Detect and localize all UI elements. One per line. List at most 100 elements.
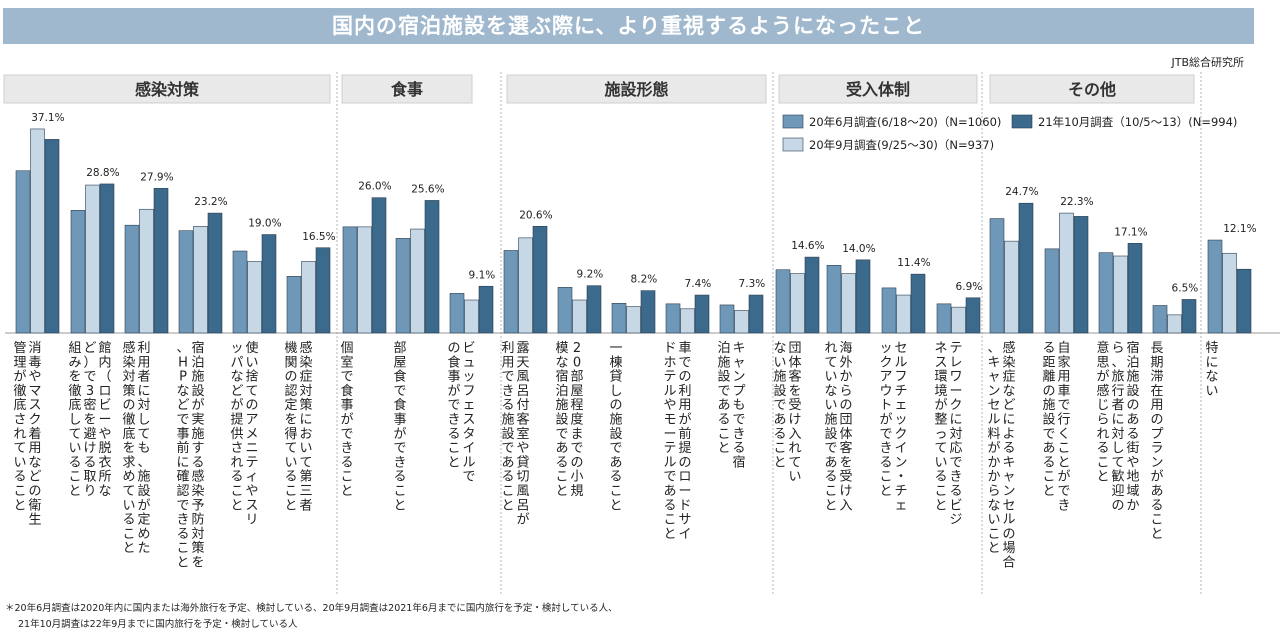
data-label: 19.0% — [248, 218, 281, 230]
bar — [775, 269, 791, 334]
data-label: 17.1% — [1114, 226, 1147, 238]
bar — [611, 302, 627, 334]
bar — [1207, 239, 1223, 334]
bar — [30, 128, 45, 334]
bar — [557, 287, 573, 334]
bar — [178, 230, 194, 334]
category-label: 自家用車で行くことができる距離の施設であること — [1042, 341, 1070, 513]
data-label: 6.5% — [1172, 282, 1199, 294]
bar — [1152, 305, 1168, 334]
data-label: 6.9% — [956, 281, 983, 293]
bar — [207, 212, 223, 334]
group-header-label: 感染対策 — [135, 80, 200, 99]
group-header — [989, 74, 1195, 104]
data-label: 16.5% — [302, 231, 335, 243]
bar — [503, 250, 519, 334]
bar — [1004, 240, 1019, 334]
data-label: 23.2% — [194, 196, 227, 208]
data-label: 26.0% — [358, 181, 391, 193]
bar — [719, 304, 735, 334]
group-header — [506, 74, 767, 104]
data-label: 9.2% — [577, 269, 604, 281]
bar — [855, 259, 871, 334]
bar — [1073, 216, 1089, 334]
category-label: 一棟貸しの施設であること — [609, 341, 622, 513]
legend-label: 21年10月調査（10/5〜13）(N=994) — [1038, 115, 1237, 129]
bar — [626, 306, 641, 334]
bar — [1113, 255, 1128, 334]
category-label: セルフチェックイン・チェックアウトができること — [879, 341, 907, 513]
data-label: 37.1% — [31, 112, 64, 124]
bar — [989, 218, 1005, 334]
data-label: 22.3% — [1060, 196, 1093, 208]
bar — [124, 224, 140, 334]
bar — [1127, 243, 1143, 334]
chart-title: 国内の宿泊施設を選ぶ際に、より重視するようになったこと — [332, 14, 925, 38]
bar — [478, 285, 494, 334]
group-header-label: その他 — [1068, 80, 1116, 99]
bar — [1098, 252, 1114, 334]
group-header-label: 施設形態 — [604, 80, 668, 99]
category-label: ビュッフェスタイルでの食事ができること — [447, 341, 475, 485]
bar — [896, 294, 911, 334]
data-label: 20.6% — [519, 209, 552, 221]
bar — [1018, 202, 1034, 334]
bar — [139, 208, 154, 334]
bar — [1044, 248, 1060, 334]
group-header-label: 食事 — [390, 80, 423, 99]
bar — [665, 303, 681, 334]
bar — [15, 170, 31, 334]
legend-swatch — [782, 114, 804, 129]
footnote-line-2: 21年10月調査は22年9月までに国内旅行を予定・検討している人 — [18, 619, 298, 630]
bar — [826, 265, 842, 334]
legend-label: 20年6月調査(6/18〜20)（N=1060) — [809, 115, 1001, 129]
bar — [910, 273, 926, 334]
bar — [153, 188, 169, 334]
data-label: 14.6% — [791, 240, 824, 252]
data-label: 14.0% — [842, 243, 875, 255]
bar — [532, 226, 548, 334]
bar — [1059, 212, 1074, 334]
bar — [99, 183, 115, 334]
category-label: 館内（ロビーや脱衣所など）で 3 密を避ける取り組みを徹底していること — [68, 341, 111, 499]
legend-swatch — [1011, 114, 1033, 129]
category-label: 使い捨てのアメニティやスリッパなどが提供されること — [230, 340, 258, 528]
category-label: テレワークに対応できるビジネス環境が整っていること — [934, 341, 962, 528]
bar — [449, 293, 465, 334]
data-label: 28.8% — [86, 167, 119, 179]
bar — [1181, 299, 1197, 334]
bar — [518, 237, 533, 334]
title-bar: 国内の宿泊施設を選ぶ際に、より重視するようになったこと — [3, 8, 1254, 44]
bar — [424, 200, 440, 334]
data-label: 7.4% — [685, 278, 712, 290]
bar — [680, 308, 695, 334]
bar — [951, 306, 966, 334]
bar — [193, 226, 208, 334]
data-label: 8.2% — [631, 274, 658, 286]
bar — [357, 226, 372, 334]
category-label: 特にない — [1205, 341, 1218, 399]
data-label: 27.9% — [140, 171, 173, 183]
category-label: 消毒やマスク着用などの衛生管理が徹底されていること — [13, 341, 41, 528]
group-header — [778, 74, 978, 104]
data-label: 7.3% — [739, 278, 766, 290]
bar — [936, 303, 952, 334]
category-label: 車での利用が前提のロードサイドホテルやモーテルであること — [663, 341, 691, 542]
bar — [804, 256, 820, 334]
bar — [247, 261, 262, 334]
bar — [965, 297, 981, 334]
bar — [70, 210, 86, 334]
category-label: 感染症対策において第三者機関の認定を得ていること — [284, 340, 312, 513]
category-label: キャンプもできる宿泊施設であること — [717, 341, 745, 470]
bar — [734, 310, 749, 334]
bar — [44, 139, 60, 334]
legend-label: 20年9月調査(9/25〜30)（N=937) — [809, 138, 994, 152]
bar — [232, 250, 248, 334]
bar — [261, 234, 277, 334]
bar — [694, 294, 710, 334]
bar — [371, 197, 387, 334]
category-label: 団体客を受け入れていない施設であること — [773, 341, 801, 485]
bar — [1236, 268, 1252, 334]
bar — [586, 285, 602, 334]
data-label: 9.1% — [469, 269, 496, 281]
